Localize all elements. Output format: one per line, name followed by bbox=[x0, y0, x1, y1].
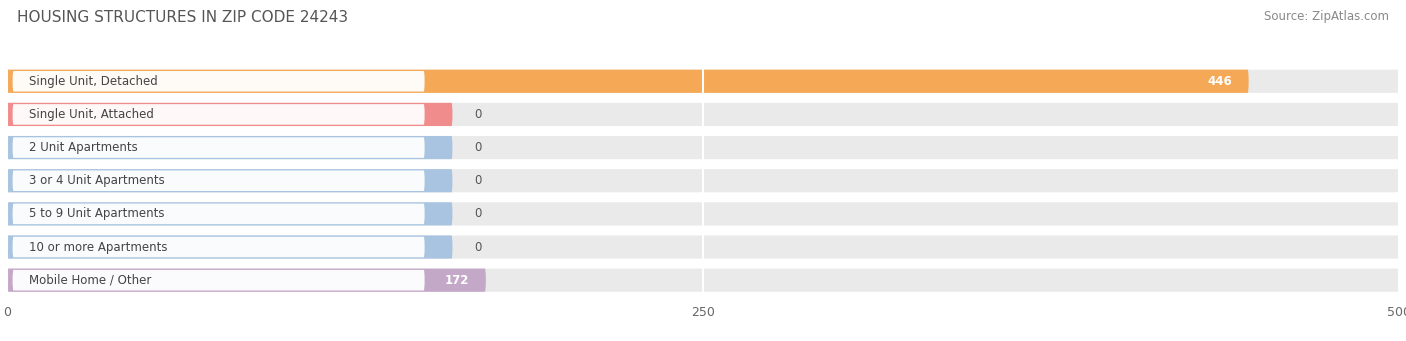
FancyBboxPatch shape bbox=[13, 104, 425, 125]
Text: Mobile Home / Other: Mobile Home / Other bbox=[30, 274, 152, 287]
FancyBboxPatch shape bbox=[7, 169, 1399, 192]
FancyBboxPatch shape bbox=[7, 169, 453, 192]
Text: 0: 0 bbox=[475, 240, 482, 254]
Text: 0: 0 bbox=[475, 141, 482, 154]
FancyBboxPatch shape bbox=[13, 270, 425, 291]
Text: 0: 0 bbox=[475, 207, 482, 220]
Text: 0: 0 bbox=[475, 174, 482, 187]
FancyBboxPatch shape bbox=[7, 269, 1399, 292]
FancyBboxPatch shape bbox=[13, 137, 425, 158]
FancyBboxPatch shape bbox=[7, 136, 453, 159]
Text: 0: 0 bbox=[475, 108, 482, 121]
FancyBboxPatch shape bbox=[7, 235, 453, 258]
FancyBboxPatch shape bbox=[7, 103, 1399, 126]
Text: 2 Unit Apartments: 2 Unit Apartments bbox=[30, 141, 138, 154]
FancyBboxPatch shape bbox=[7, 136, 1399, 159]
FancyBboxPatch shape bbox=[7, 202, 453, 225]
FancyBboxPatch shape bbox=[7, 70, 1399, 93]
Text: 3 or 4 Unit Apartments: 3 or 4 Unit Apartments bbox=[30, 174, 165, 187]
Text: 446: 446 bbox=[1208, 75, 1232, 88]
Text: Source: ZipAtlas.com: Source: ZipAtlas.com bbox=[1264, 10, 1389, 23]
FancyBboxPatch shape bbox=[7, 235, 1399, 258]
FancyBboxPatch shape bbox=[7, 202, 1399, 225]
FancyBboxPatch shape bbox=[7, 70, 1249, 93]
FancyBboxPatch shape bbox=[7, 269, 486, 292]
Text: Single Unit, Detached: Single Unit, Detached bbox=[30, 75, 157, 88]
Text: 10 or more Apartments: 10 or more Apartments bbox=[30, 240, 167, 254]
Text: HOUSING STRUCTURES IN ZIP CODE 24243: HOUSING STRUCTURES IN ZIP CODE 24243 bbox=[17, 10, 349, 25]
FancyBboxPatch shape bbox=[13, 71, 425, 91]
FancyBboxPatch shape bbox=[13, 237, 425, 257]
Text: 172: 172 bbox=[444, 274, 470, 287]
Text: 5 to 9 Unit Apartments: 5 to 9 Unit Apartments bbox=[30, 207, 165, 220]
Text: Single Unit, Attached: Single Unit, Attached bbox=[30, 108, 155, 121]
FancyBboxPatch shape bbox=[7, 103, 453, 126]
FancyBboxPatch shape bbox=[13, 204, 425, 224]
FancyBboxPatch shape bbox=[13, 170, 425, 191]
